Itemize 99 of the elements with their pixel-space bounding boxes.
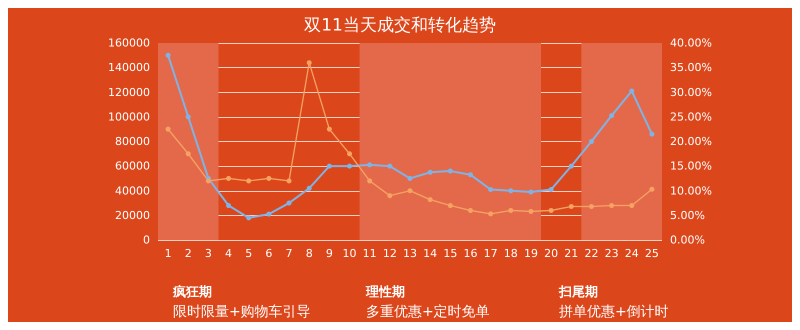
point <box>347 151 352 156</box>
y-tick-label: 80000 <box>115 135 150 148</box>
y-tick-label: 0 <box>143 234 150 246</box>
point <box>468 172 473 178</box>
point <box>448 203 453 208</box>
x-tick-label: 25 <box>644 247 659 260</box>
y-tick-label: 40000 <box>115 184 150 198</box>
x-tick-label: 2 <box>184 247 192 260</box>
text: 限时限量+购物车引导 <box>173 304 311 320</box>
y2-tick-label: 20.00% <box>670 135 712 148</box>
point <box>548 208 554 213</box>
point <box>246 215 252 220</box>
y-tick-label: 160000 <box>108 36 150 50</box>
text: 理性期 <box>365 285 405 300</box>
y-tick-label: 20000 <box>115 208 150 222</box>
x-tick-label: 5 <box>245 247 252 260</box>
x-tick-label: 19 <box>524 247 538 260</box>
point <box>588 204 594 210</box>
point <box>629 88 634 94</box>
y2-tick-label: 15.00% <box>670 160 712 173</box>
x-tick-label: 4 <box>225 247 232 260</box>
x-tick-label: 12 <box>382 247 397 260</box>
y2-tick-label: 5.00% <box>670 208 705 222</box>
point <box>226 203 232 208</box>
text: 疯狂期 <box>172 284 212 300</box>
point <box>326 164 332 169</box>
x-tick-label: 10 <box>342 247 357 260</box>
x-tick-label: 23 <box>604 247 619 260</box>
text: 拼单优惠+倒计时 <box>559 304 669 320</box>
y2-tick-label: 30.00% <box>670 86 712 99</box>
x-tick-label: 17 <box>484 247 498 260</box>
point <box>286 178 292 184</box>
x-tick-label: 16 <box>463 247 478 260</box>
point <box>468 208 473 213</box>
y-tick-label: 140000 <box>108 61 150 74</box>
x-tick-label: 11 <box>362 247 377 260</box>
point <box>326 126 332 132</box>
point <box>206 178 211 184</box>
point <box>186 114 191 120</box>
point <box>629 203 634 208</box>
point <box>588 139 594 144</box>
y-tick-label: 60000 <box>115 160 150 173</box>
point <box>568 164 574 169</box>
point <box>306 186 312 191</box>
point <box>186 151 191 156</box>
point <box>367 178 372 184</box>
x-tick-label: 18 <box>504 247 518 260</box>
point <box>428 197 433 202</box>
point <box>448 168 453 174</box>
text: 扫尾期 <box>558 285 598 300</box>
point <box>387 193 392 198</box>
point <box>166 126 171 132</box>
point <box>528 189 534 194</box>
x-tick-label: 13 <box>403 247 417 260</box>
point <box>246 178 252 184</box>
x-tick-label: 14 <box>423 247 438 260</box>
point <box>408 176 412 181</box>
y2-tick-label: 10.00% <box>670 184 712 198</box>
point <box>367 162 372 168</box>
x-tick-label: 7 <box>286 247 293 260</box>
point <box>226 176 232 181</box>
point <box>266 212 272 217</box>
y2-tick-label: 35.00% <box>670 61 712 74</box>
point <box>408 188 412 194</box>
point <box>266 176 272 181</box>
y2-tick-label: 25.00% <box>670 110 712 124</box>
point <box>387 164 392 169</box>
point <box>568 204 574 210</box>
x-tick-label: 8 <box>306 247 313 260</box>
x-tick-label: 6 <box>265 247 272 260</box>
point <box>528 208 534 214</box>
point <box>166 52 171 58</box>
y2-tick-label: 40.00% <box>670 36 712 50</box>
point <box>508 188 514 194</box>
chart-title: 双11当天成交和转化趋势 <box>304 16 496 36</box>
point <box>609 203 614 208</box>
x-tick-label: 15 <box>443 247 458 260</box>
point <box>649 132 654 137</box>
point <box>609 113 614 118</box>
point <box>488 187 494 192</box>
x-tick-label: 1 <box>164 247 172 260</box>
x-tick-label: 22 <box>584 247 598 260</box>
x-tick-label: 9 <box>326 247 333 260</box>
point <box>488 211 494 216</box>
y-tick-label: 100000 <box>108 110 150 124</box>
point <box>286 200 292 206</box>
text: 多重优惠+定时免单 <box>366 304 490 320</box>
y2-tick-label: 0.00% <box>670 234 705 246</box>
point <box>649 186 654 192</box>
point <box>306 60 312 66</box>
point <box>428 170 433 175</box>
x-tick-label: 21 <box>564 247 578 260</box>
point <box>548 187 554 192</box>
x-tick-label: 20 <box>544 247 558 260</box>
point <box>347 164 352 169</box>
x-tick-label: 24 <box>624 247 639 260</box>
x-tick-label: 3 <box>204 247 212 260</box>
point <box>508 208 514 213</box>
y-tick-label: 120000 <box>108 86 150 99</box>
